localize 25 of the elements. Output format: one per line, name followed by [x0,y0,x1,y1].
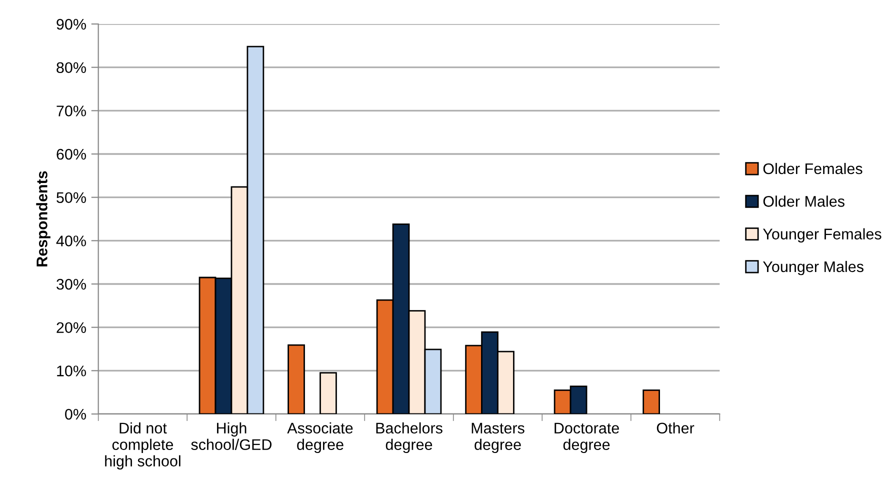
x-tick-label: Other [656,422,694,434]
y-tick-label: 90% [56,18,86,30]
legend-label: Younger Females [762,228,882,242]
y-tick-label: 40% [56,236,86,246]
bar [320,372,337,414]
y-tick-label: 50% [56,192,86,204]
bar [642,389,660,414]
x-tick-label: High school/GED [191,422,272,450]
y-tick-label: 10% [57,366,86,376]
legend-label: Older Females [763,162,862,174]
x-tick-label: Associate degree [287,422,353,454]
bar [288,344,305,414]
x-tick-label: Masters degree [472,422,524,454]
y-tick-label: 30% [56,278,86,290]
y-tick-label: 0% [65,408,86,420]
x-tick-label: Doctorate degree [554,422,619,454]
y-tick-label: 70% [56,106,86,116]
legend-label: Younger Males [762,260,864,276]
x-tick-label: Did not complete high school [105,422,180,470]
y-axis-title: Respondents [36,171,50,266]
x-tick-label: Bachelors degree [376,422,442,454]
y-tick-label: 20% [56,322,86,334]
legend-label: Older Males [763,196,844,207]
y-tick-label: 80% [56,62,86,74]
y-tick-label: 60% [56,148,86,160]
